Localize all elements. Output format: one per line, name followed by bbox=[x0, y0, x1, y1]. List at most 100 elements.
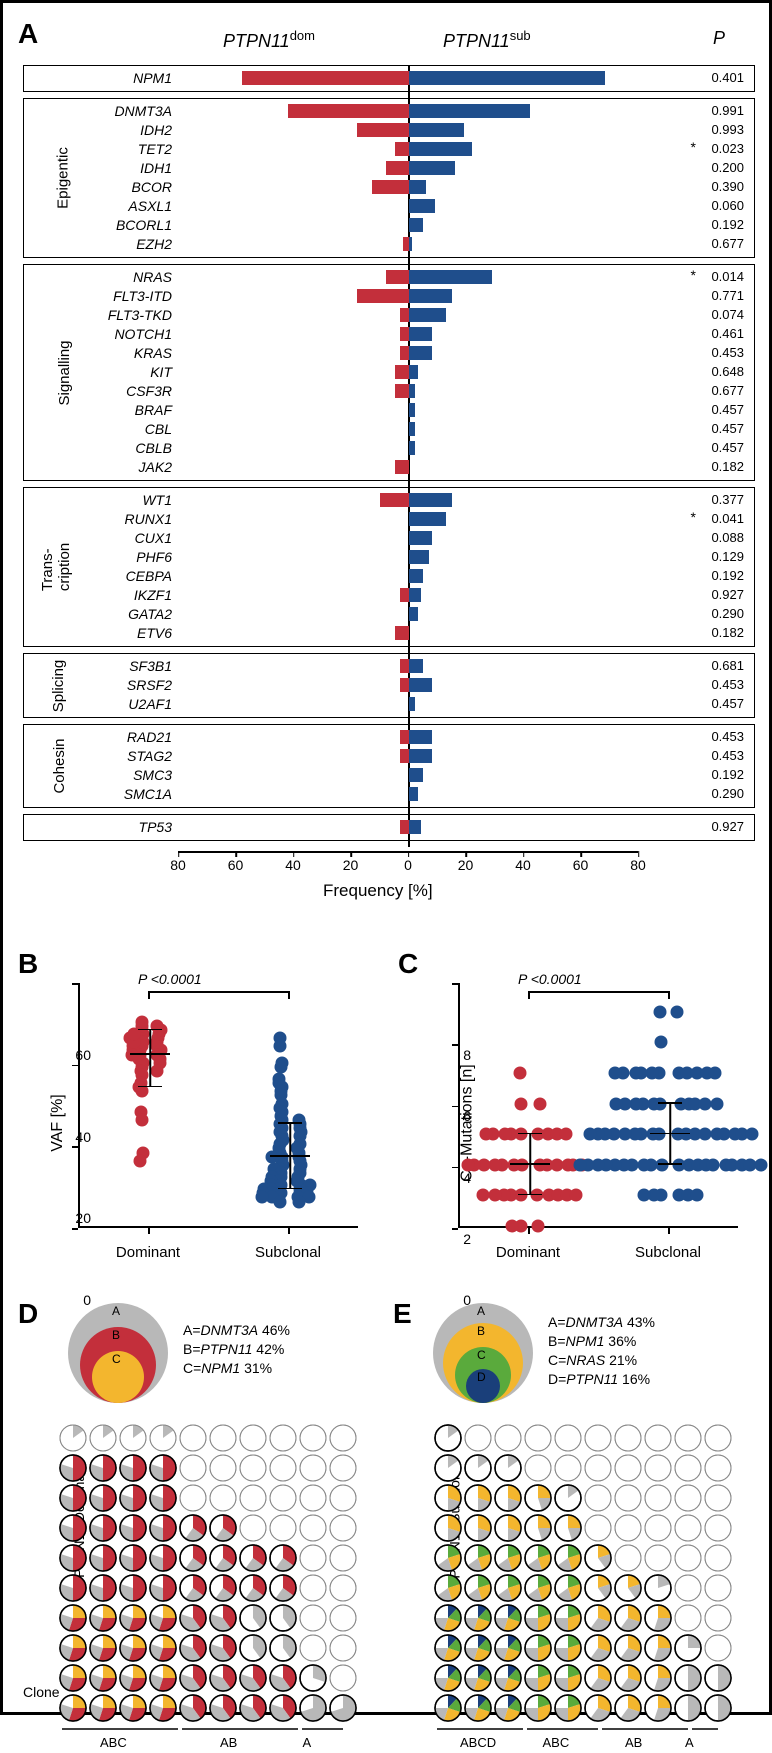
panel-d-legend: A=DNMT3A 46%B=PTPN11 42%C=NPM1 31% bbox=[183, 1321, 290, 1378]
p-value: 0.457 bbox=[711, 402, 744, 417]
legend-line: B=NPM1 36% bbox=[548, 1332, 655, 1351]
gene-name: SRSF2 bbox=[127, 677, 172, 693]
p-value: 0.192 bbox=[711, 217, 744, 232]
gene-row: CEBPA 0.192 bbox=[24, 567, 754, 586]
legend-line: A=DNMT3A 46% bbox=[183, 1321, 290, 1340]
gene-row: ASXL10.060 bbox=[24, 197, 754, 216]
gene-row: BRAF0.457 bbox=[24, 401, 754, 420]
panel-e-nested: ABCD bbox=[433, 1303, 533, 1403]
data-point bbox=[609, 1097, 622, 1110]
panel-c: C Co-Mutations [n] 02468P <0.0001Dominan… bbox=[403, 953, 753, 1293]
panel-a-x-axis: 80604020020406080 bbox=[178, 851, 638, 879]
data-point bbox=[274, 1060, 287, 1073]
p-value: 0.401 bbox=[711, 70, 744, 85]
p-value: 0.192 bbox=[711, 767, 744, 782]
p-value: 0.677 bbox=[711, 236, 744, 251]
gene-row: PHF60.129 bbox=[24, 548, 754, 567]
data-point bbox=[477, 1189, 490, 1202]
p-value: 0.461 bbox=[711, 326, 744, 341]
figure-frame: A PTPN11dom PTPN11sub P NPM10.401Epigent… bbox=[0, 0, 772, 1715]
gene-name: NOTCH1 bbox=[114, 326, 172, 342]
gene-group: SplicingSF3B10.681SRSF20.453U2AF10.457 bbox=[23, 653, 755, 718]
p-value: 0.681 bbox=[711, 658, 744, 673]
gene-name: TP53 bbox=[139, 819, 172, 835]
p-value: 0.991 bbox=[711, 103, 744, 118]
gene-name: WT1 bbox=[142, 492, 172, 508]
gene-row: IDH10.200 bbox=[24, 159, 754, 178]
gene-row: KIT0.648 bbox=[24, 363, 754, 382]
data-point bbox=[489, 1158, 502, 1171]
gene-row: BCOR0.390 bbox=[24, 178, 754, 197]
gene-name: CEBPA bbox=[126, 568, 172, 584]
gene-row: RAD210.453 bbox=[24, 728, 754, 747]
gene-name: JAK2 bbox=[139, 459, 172, 475]
p-value: 0.927 bbox=[711, 819, 744, 834]
data-point bbox=[654, 1005, 667, 1018]
gene-row: IKZF10.927 bbox=[24, 586, 754, 605]
gene-row: TET20.023* bbox=[24, 140, 754, 159]
gene-name: CUX1 bbox=[135, 530, 172, 546]
gene-row: ETV60.182 bbox=[24, 624, 754, 643]
panel-d-label: D bbox=[18, 1298, 38, 1330]
clone-group-label: ABCD bbox=[460, 1735, 496, 1750]
gene-row: DNMT3A0.991 bbox=[24, 102, 754, 121]
p-value-text: P <0.0001 bbox=[518, 971, 582, 987]
data-point bbox=[489, 1189, 502, 1202]
data-point bbox=[671, 1005, 684, 1018]
gene-name: BCORL1 bbox=[116, 217, 172, 233]
gene-row: NOTCH1 0.461 bbox=[24, 325, 754, 344]
header-sub: PTPN11sub bbox=[443, 28, 531, 52]
p-value: 0.192 bbox=[711, 568, 744, 583]
data-point bbox=[710, 1097, 723, 1110]
gene-row: SMC1A0.290 bbox=[24, 785, 754, 804]
gene-name: U2AF1 bbox=[128, 696, 172, 712]
gene-row: SRSF2 0.453 bbox=[24, 676, 754, 695]
p-value: 0.457 bbox=[711, 696, 744, 711]
gene-name: CBLB bbox=[135, 440, 172, 456]
gene-row: GATA20.290 bbox=[24, 605, 754, 624]
p-value: 0.041 bbox=[711, 511, 744, 526]
data-point bbox=[569, 1189, 582, 1202]
gene-name: ETV6 bbox=[137, 625, 172, 641]
gene-name: GATA2 bbox=[128, 606, 172, 622]
panel-c-scatter bbox=[458, 983, 738, 1228]
p-value: 0.453 bbox=[711, 345, 744, 360]
clone-svg bbox=[433, 1423, 733, 1753]
panel-d: D PTPN11 Dominant ABC A=DNMT3A 46%B=PTPN… bbox=[23, 1303, 383, 1698]
gene-row: RUNX10.041* bbox=[24, 510, 754, 529]
gene-row: CSF3R0.677 bbox=[24, 382, 754, 401]
p-value: 0.453 bbox=[711, 677, 744, 692]
gene-name: NPM1 bbox=[133, 70, 172, 86]
p-value: 0.927 bbox=[711, 587, 744, 602]
gene-name: NRAS bbox=[133, 269, 172, 285]
panel-a: A PTPN11dom PTPN11sub P NPM10.401Epigent… bbox=[23, 23, 755, 923]
legend-line: B=PTPN11 42% bbox=[183, 1340, 290, 1359]
header-dom: PTPN11dom bbox=[223, 28, 315, 52]
data-point bbox=[515, 1097, 528, 1110]
gene-name: IDH1 bbox=[140, 160, 172, 176]
data-point bbox=[498, 1128, 511, 1141]
panel-b: B VAF [%] 0204060P <0.0001DominantSubclo… bbox=[23, 953, 373, 1293]
gene-name: CBL bbox=[145, 421, 172, 437]
panel-e: E PTPN11 Subclonal ABCD A=DNMT3A 43%B=NP… bbox=[398, 1303, 758, 1698]
panel-e-grid: ABCDABCABA bbox=[433, 1423, 733, 1753]
gene-row: JAK20.182 bbox=[24, 458, 754, 477]
p-value: 0.290 bbox=[711, 786, 744, 801]
gene-name: FLT3-TKD bbox=[108, 307, 172, 323]
p-value: 0.771 bbox=[711, 288, 744, 303]
data-point bbox=[656, 1158, 669, 1171]
data-point bbox=[574, 1158, 587, 1171]
gene-row: NPM1 0.401 bbox=[24, 69, 754, 88]
panel-a-x-label: Frequency [%] bbox=[323, 881, 433, 901]
panel-d-grid: ABCABA bbox=[58, 1423, 358, 1753]
p-value: 0.993 bbox=[711, 122, 744, 137]
panel-d-clone-label: Clone bbox=[23, 1684, 60, 1700]
category-label: Subclonal bbox=[255, 1244, 321, 1261]
data-point bbox=[479, 1128, 492, 1141]
gene-name: SF3B1 bbox=[129, 658, 172, 674]
gene-row: BCORL1 0.192 bbox=[24, 216, 754, 235]
clone-group-label: A bbox=[303, 1735, 312, 1750]
data-point bbox=[151, 1019, 164, 1032]
data-point bbox=[273, 1195, 286, 1208]
data-point bbox=[647, 1128, 660, 1141]
